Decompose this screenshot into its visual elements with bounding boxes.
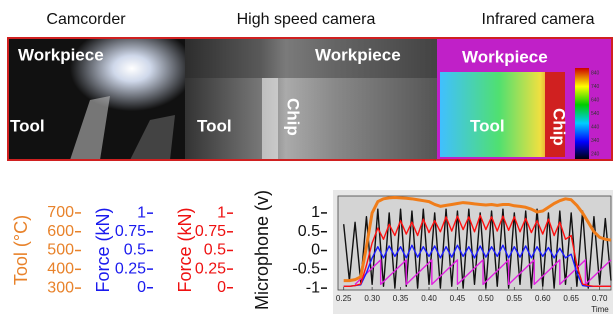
- x-tick-label: 0.25: [336, 294, 352, 303]
- x-tick-label: 0.60: [535, 294, 551, 303]
- x-tick-label: 0.45: [450, 294, 466, 303]
- image-label: Workpiece: [315, 45, 401, 64]
- y-axis-label: Tool (°C): [11, 215, 31, 285]
- y-tick-label: 1: [311, 204, 320, 221]
- colorbar-tick-label: 740: [591, 84, 600, 90]
- image-label: Chip: [284, 98, 303, 136]
- x-tick-label: 0.50: [478, 294, 494, 303]
- tool-edge: [262, 78, 278, 160]
- y-tick-label: 0.5: [124, 242, 146, 259]
- y-tick-label: 500: [47, 242, 74, 259]
- panel-title: Infrared camera: [482, 11, 595, 28]
- colorbar-tick-label: 240: [591, 151, 600, 157]
- colorbar: [575, 68, 589, 160]
- image-label: Tool: [470, 116, 505, 135]
- y-tick-label: 0.5: [204, 242, 226, 259]
- colorbar-tick-label: 340: [591, 138, 600, 144]
- x-tick-label: 0.70: [592, 294, 608, 303]
- x-tick-label: 0.35: [393, 294, 409, 303]
- image-label: Workpiece: [462, 47, 548, 66]
- y-tick-label: 1: [137, 204, 146, 221]
- y-axis-label: Force (kN): [175, 208, 195, 293]
- y-tick-label: 0.75: [115, 223, 146, 240]
- x-tick-label: 0.55: [507, 294, 523, 303]
- image-label: Workpiece: [18, 45, 104, 64]
- x-axis-label: Time: [591, 305, 609, 314]
- y-axis-label: Microphone (v): [252, 190, 272, 310]
- image-label: Tool: [197, 116, 232, 135]
- y-tick-label: 600: [47, 223, 74, 240]
- y-tick-label: 0: [311, 242, 320, 259]
- y-tick-label: 0: [137, 279, 146, 296]
- figure: Camcorder High speed camera Infrared cam…: [0, 0, 613, 324]
- y-tick-label: 300: [47, 279, 74, 296]
- y-axis-label: Force (kN): [93, 208, 113, 293]
- panel-title: High speed camera: [237, 11, 376, 28]
- image-label: Chip: [550, 108, 569, 146]
- x-tick-label: 0.65: [563, 294, 579, 303]
- panel-title: Camcorder: [46, 11, 126, 28]
- y-tick-label: 1: [217, 204, 226, 221]
- y-tick-label: -1: [306, 279, 320, 296]
- colorbar-tick-label: 640: [591, 97, 600, 103]
- image-label: Tool: [10, 116, 45, 135]
- colorbar-tick-label: 840: [591, 70, 600, 76]
- y-tick-label: 700: [47, 204, 74, 221]
- y-tick-label: 0.25: [195, 260, 226, 277]
- y-tick-label: 0.25: [115, 260, 146, 277]
- y-tick-label: 0.5: [298, 223, 320, 240]
- colorbar-tick-label: 440: [591, 124, 600, 130]
- x-tick-label: 0.40: [421, 294, 437, 303]
- x-tick-label: 0.30: [364, 294, 380, 303]
- y-tick-label: 0.75: [195, 223, 226, 240]
- colorbar-tick-label: 540: [591, 111, 600, 117]
- y-tick-label: 400: [47, 261, 74, 278]
- hot-region: [440, 72, 558, 157]
- y-tick-label: -0.5: [292, 261, 320, 278]
- y-tick-label: 0: [217, 279, 226, 296]
